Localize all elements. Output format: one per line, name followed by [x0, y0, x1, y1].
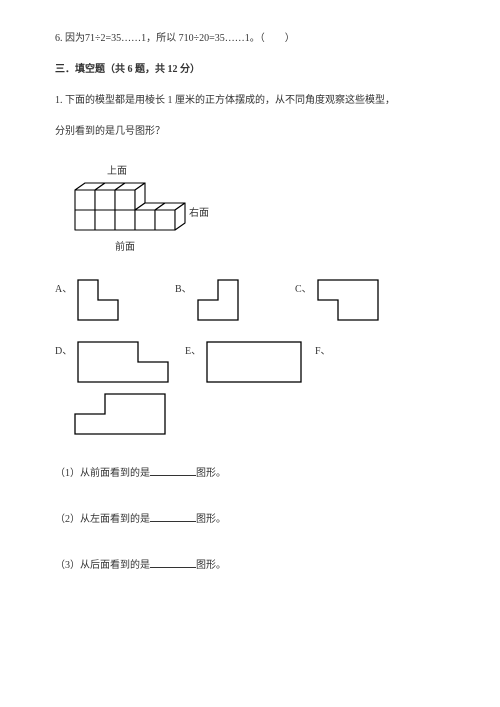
shape-B: B、 — [175, 278, 295, 322]
subq-2b: 图形。 — [196, 514, 226, 525]
shape-A: A、 — [55, 278, 175, 322]
shape-extra-svg — [73, 392, 173, 436]
shape-C: C、 — [295, 278, 415, 322]
shape-D-svg — [76, 340, 176, 384]
label-C: C、 — [295, 278, 312, 295]
q1-line2: 分别看到的是几号图形？ — [55, 123, 445, 140]
section-3-title-text: 三．填空题（共 6 题，共 12 分） — [55, 64, 200, 75]
label-F: F、 — [315, 340, 331, 357]
q6-text: 6. 因为71÷2=35……1，所以 710÷20=35……1。（ ） — [55, 33, 295, 44]
label-A: A、 — [55, 278, 72, 295]
subq-1b: 图形。 — [196, 468, 226, 479]
shape-E: E、 — [185, 340, 315, 384]
subq-3b: 图形。 — [196, 560, 226, 571]
q1-line1: 1. 下面的模型都是用棱长 1 厘米的正方体摆成的，从不同角度观察这些模型， — [55, 92, 445, 109]
subq-2: （2）从左面看到的是 图形。 — [55, 510, 445, 528]
shape-C-svg — [316, 278, 394, 322]
section-3-title: 三．填空题（共 6 题，共 12 分） — [55, 61, 445, 78]
q1-line2-text: 分别看到的是几号图形？ — [55, 126, 165, 137]
shape-A-svg — [76, 278, 136, 322]
model-label-top: 上面 — [107, 165, 127, 177]
subq-3: （3）从后面看到的是 图形。 — [55, 556, 445, 574]
shape-F: F、 — [315, 340, 331, 357]
subq-1a: （1）从前面看到的是 — [55, 468, 150, 479]
label-E: E、 — [185, 340, 201, 357]
cube-model-svg: 上面 右面 前面 — [55, 150, 235, 260]
shape-B-svg — [196, 278, 256, 322]
subq-1: （1）从前面看到的是 图形。 — [55, 464, 445, 482]
q1-line1-text: 1. 下面的模型都是用棱长 1 厘米的正方体摆成的，从不同角度观察这些模型， — [55, 95, 395, 106]
cube-model: 上面 右面 前面 — [55, 150, 445, 260]
blank-2[interactable] — [150, 510, 196, 522]
shape-extra — [73, 392, 203, 436]
question-6: 6. 因为71÷2=35……1，所以 710÷20=35……1。（ ） — [55, 30, 445, 47]
model-label-front: 前面 — [115, 240, 135, 253]
subq-2a: （2）从左面看到的是 — [55, 514, 150, 525]
label-B: B、 — [175, 278, 192, 295]
blank-3[interactable] — [150, 556, 196, 568]
shape-D: D、 — [55, 340, 185, 384]
label-D: D、 — [55, 340, 72, 357]
blank-1[interactable] — [150, 464, 196, 476]
shape-E-svg — [205, 340, 305, 384]
shapes-row-1: A、 B、 C、 — [55, 278, 445, 322]
shapes-row-2: D、 E、 F、 — [55, 340, 445, 384]
model-label-right: 右面 — [189, 206, 209, 219]
shapes-row-3 — [55, 392, 445, 436]
subq-3a: （3）从后面看到的是 — [55, 560, 150, 571]
